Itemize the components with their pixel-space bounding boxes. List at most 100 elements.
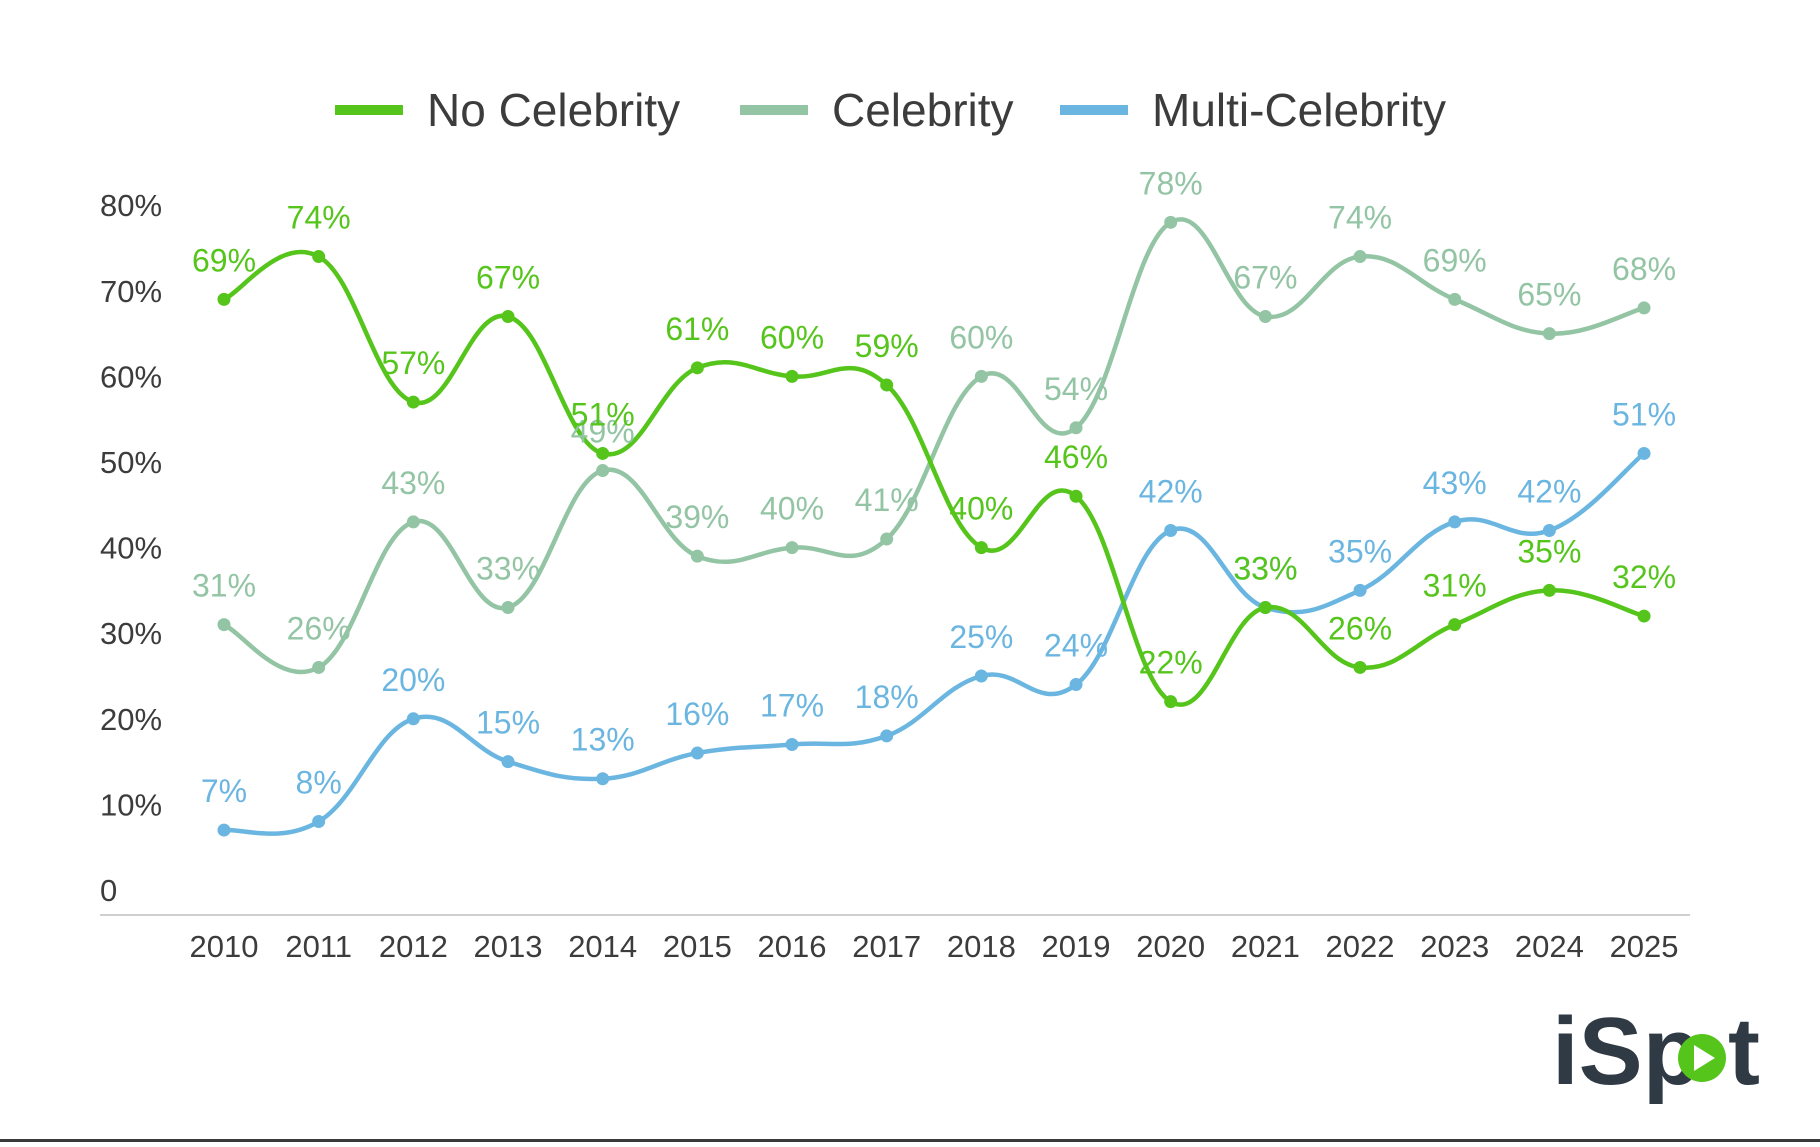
data-point	[501, 755, 515, 769]
data-label: 68%	[1612, 251, 1676, 287]
x-tick-label: 2012	[379, 929, 448, 964]
x-tick-label: 2021	[1231, 929, 1300, 964]
data-point	[406, 712, 420, 726]
data-point	[406, 395, 420, 409]
data-label: 40%	[949, 491, 1013, 527]
data-label: 51%	[1612, 396, 1676, 432]
y-axis: 0 10% 20% 30% 40% 50% 60% 70% 80%	[100, 188, 162, 908]
data-label: 57%	[381, 345, 445, 381]
x-tick-label: 2020	[1136, 929, 1205, 964]
x-tick-label: 2025	[1610, 929, 1679, 964]
data-label: 51%	[571, 396, 635, 432]
series-line	[221, 217, 1647, 675]
x-tick-label: 2013	[474, 929, 543, 964]
y-tick-label: 20%	[100, 702, 162, 737]
data-point	[1542, 327, 1556, 341]
data-label: 67%	[476, 259, 540, 295]
data-point	[217, 823, 231, 837]
data-point	[1542, 583, 1556, 597]
data-label: 31%	[192, 568, 256, 604]
data-point	[406, 515, 420, 529]
data-point	[690, 361, 704, 375]
y-tick-label: 30%	[100, 616, 162, 651]
logo-text-right: t	[1728, 998, 1760, 1105]
data-label: 35%	[1328, 533, 1392, 569]
data-point	[1164, 523, 1178, 537]
bottom-border	[0, 1139, 1820, 1142]
x-tick-label: 2024	[1515, 929, 1584, 964]
data-label: 54%	[1044, 371, 1108, 407]
y-tick-label: 50%	[100, 445, 162, 480]
data-label: 22%	[1139, 645, 1203, 681]
data-label: 74%	[1328, 200, 1392, 236]
data-label: 39%	[665, 499, 729, 535]
data-point	[880, 729, 894, 743]
x-tick-label: 2019	[1042, 929, 1111, 964]
data-label: 33%	[1233, 551, 1297, 587]
data-point	[596, 464, 610, 478]
data-label: 46%	[1044, 439, 1108, 475]
data-point	[690, 549, 704, 563]
data-label: 40%	[760, 491, 824, 527]
legend-label: No Celebrity	[427, 84, 680, 136]
legend-label: Multi-Celebrity	[1152, 84, 1446, 136]
data-label: 60%	[760, 319, 824, 355]
data-label: 35%	[1517, 533, 1581, 569]
data-label: 59%	[855, 328, 919, 364]
data-point	[1069, 421, 1083, 435]
data-point	[596, 772, 610, 786]
y-tick-label: 10%	[100, 787, 162, 822]
play-icon	[1694, 1045, 1715, 1071]
data-label: 13%	[571, 722, 635, 758]
data-point	[1258, 309, 1272, 323]
x-tick-label: 2017	[852, 929, 921, 964]
data-label-layer: 31% 26% 43% 33% 49% 39% 40% 41% 60% 54% 78% 67% 74% 6…	[192, 165, 1676, 809]
data-label: 33%	[476, 551, 540, 587]
data-label: 26%	[287, 610, 351, 646]
data-label: 20%	[381, 662, 445, 698]
data-point	[974, 669, 988, 683]
data-point	[974, 369, 988, 383]
data-point	[1164, 695, 1178, 709]
data-label: 78%	[1139, 165, 1203, 201]
x-tick-label: 2018	[947, 929, 1016, 964]
data-point	[1637, 446, 1651, 460]
series-layer	[217, 215, 1651, 837]
x-tick-label: 2016	[758, 929, 827, 964]
x-tick-label: 2010	[190, 929, 259, 964]
y-tick-label: 0	[100, 873, 117, 908]
data-label: 16%	[665, 696, 729, 732]
data-label: 69%	[192, 242, 256, 278]
data-point	[596, 446, 610, 460]
data-point	[312, 815, 326, 829]
data-label: 42%	[1517, 473, 1581, 509]
data-label: 33%	[1233, 551, 1297, 587]
data-point	[217, 292, 231, 306]
data-label: 8%	[296, 765, 342, 801]
data-label: 17%	[760, 687, 824, 723]
data-label: 7%	[201, 773, 247, 809]
data-label: 15%	[476, 705, 540, 741]
data-point	[690, 746, 704, 760]
data-label: 41%	[855, 482, 919, 518]
data-point	[1069, 489, 1083, 503]
data-label: 31%	[1423, 568, 1487, 604]
data-label: 69%	[1423, 242, 1487, 278]
y-tick-label: 80%	[100, 188, 162, 223]
data-point	[1448, 292, 1462, 306]
data-label: 65%	[1517, 277, 1581, 313]
data-label: 43%	[381, 465, 445, 501]
data-point	[217, 618, 231, 632]
data-point	[1448, 618, 1462, 632]
data-label: 61%	[665, 311, 729, 347]
data-point	[1353, 250, 1367, 264]
y-tick-label: 60%	[100, 359, 162, 394]
series-line	[221, 451, 1647, 836]
data-point	[312, 660, 326, 674]
data-point	[785, 737, 799, 751]
data-point	[1542, 523, 1556, 537]
data-label: 32%	[1612, 559, 1676, 595]
data-label: 25%	[949, 619, 1013, 655]
x-tick-label: 2011	[285, 929, 352, 964]
